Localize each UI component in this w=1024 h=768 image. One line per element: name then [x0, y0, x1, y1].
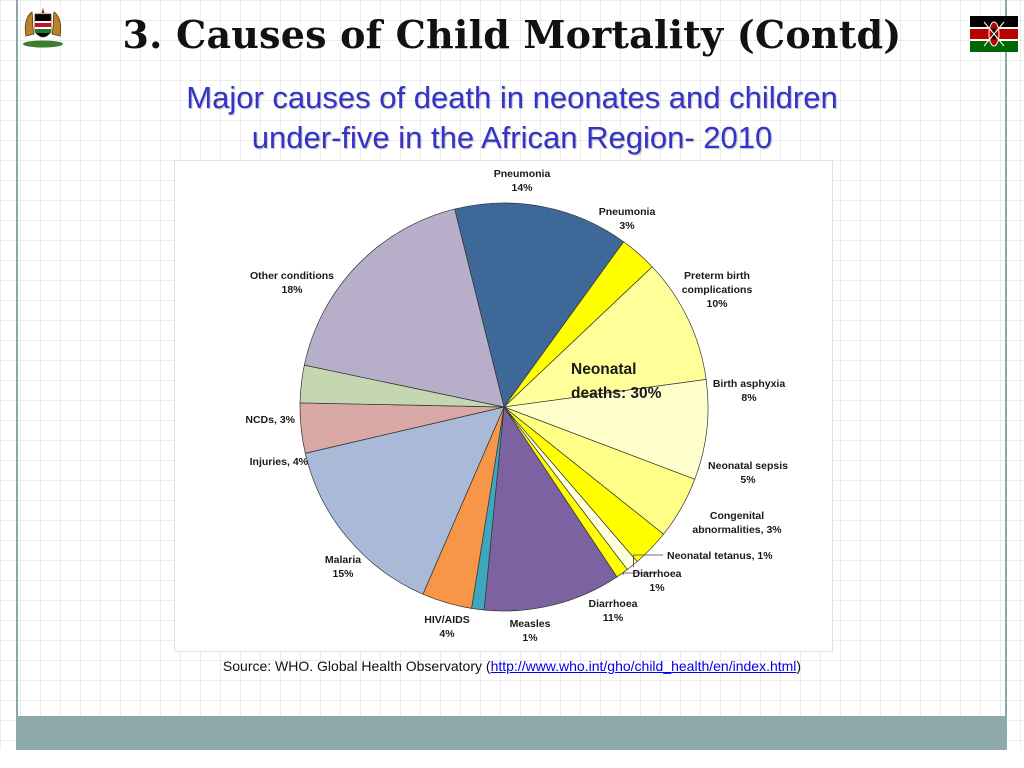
leader-lines: [622, 554, 663, 575]
slice-label-7: Diarrhoea 1%: [632, 568, 681, 594]
source-link[interactable]: http://www.who.int/gho/child_health/en/i…: [490, 658, 797, 674]
slice-label-14: Other conditions 18%: [250, 270, 334, 296]
subtitle-line-1: Major causes of death in neonates and ch…: [186, 80, 838, 115]
slice-label-2: Preterm birth complications 10%: [682, 270, 753, 310]
kenya-coat-of-arms-logo: [23, 8, 63, 48]
source-suffix: ): [796, 658, 802, 674]
source-citation: Source: WHO. Global Health Observatory (…: [0, 658, 1024, 674]
leader-line-7: [622, 572, 657, 575]
right-frame-line: [1005, 0, 1007, 720]
pie-slice-diarrhoea-8: [483, 405, 618, 612]
slide-title: 3. Causes of Child Mortality (Contd): [122, 12, 902, 57]
pie-chart-container: Pneumonia 14% Pneumonia 3% Preterm birth comp…: [174, 160, 833, 652]
source-prefix: Source: WHO. Global Health Observatory (: [222, 658, 491, 674]
kenya-flag-logo: [970, 16, 1018, 52]
leader-line-6: [633, 554, 663, 568]
subtitle-line-2: under-five in the African Region- 2010: [251, 120, 773, 155]
slice-label-8: Diarrhoea 11%: [588, 598, 637, 624]
left-frame-line: [16, 0, 18, 720]
slice-label-1: Pneumonia 3%: [599, 206, 656, 232]
pie-slices: [299, 202, 709, 612]
pie-chart: Pneumonia 14% Pneumonia 3% Preterm birth comp…: [245, 168, 788, 644]
slice-label-5: Congenital abnormalities, 3%: [692, 510, 782, 536]
pie-slice-preterm-birth-complications-2: [502, 266, 707, 408]
pie-slice-other-conditions-14: [303, 208, 505, 408]
neonatal-annotation-line-1: Neonatal: [571, 361, 636, 378]
slide-subtitle: Major causes of death in neonates and ch…: [100, 78, 924, 158]
neonatal-annotation-line-2: deaths: 30%: [571, 385, 662, 402]
slice-label-6: Neonatal tetanus, 1%: [667, 550, 773, 562]
slice-labels: Pneumonia 14% Pneumonia 3% Preterm birth comp…: [245, 168, 788, 644]
pie-slice-malaria-11: [304, 406, 505, 595]
slice-label-0: Pneumonia 14%: [494, 168, 551, 194]
footer-base: [0, 750, 1024, 768]
pie-slice-birth-asphyxia-3: [503, 379, 709, 480]
slice-label-13: NCDs, 3%: [245, 414, 295, 426]
slice-label-11: Malaria 15%: [325, 554, 361, 580]
slice-label-4: Neonatal sepsis 5%: [708, 460, 788, 486]
slice-label-10: HIV/AIDS 4%: [424, 614, 470, 640]
pie-slice-pneumonia-0: [454, 202, 625, 408]
slice-label-9: Measles 1%: [510, 618, 551, 644]
slice-label-3: Birth asphyxia 8%: [713, 378, 786, 404]
footer-band: [16, 716, 1007, 750]
slice-label-12: Injuries, 4%: [250, 456, 309, 468]
